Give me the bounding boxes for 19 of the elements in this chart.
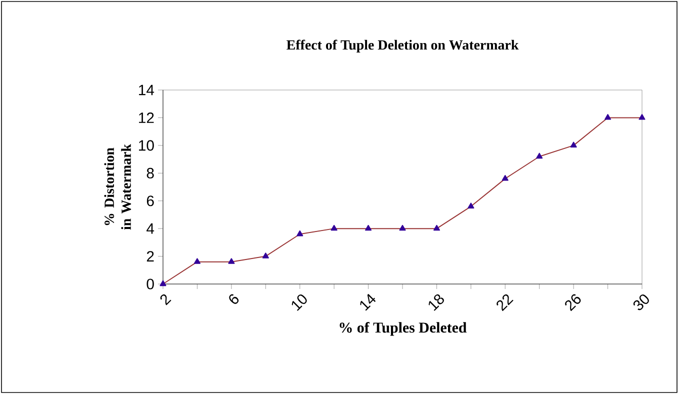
y-tick-label: 0 (146, 278, 154, 290)
y-tick-label: 10 (139, 140, 154, 151)
chart-title: Effect of Tuple Deletion on Watermark (286, 40, 519, 52)
y-tick-label: 4 (146, 223, 154, 234)
y-tick-label: 2 (146, 251, 154, 262)
x-tick-label: 10 (292, 294, 307, 311)
y-tick-label: 12 (139, 112, 154, 123)
y-tick-label: 6 (146, 196, 154, 206)
x-tick-label: 2 (160, 294, 172, 306)
x-tick-label: 14 (360, 294, 376, 311)
x-tick-label: 26 (565, 294, 581, 312)
y-tick-label: 8 (146, 168, 154, 178)
x-axis-title: % of Tuples Deleted (340, 322, 467, 336)
x-tick-label: 22 (496, 294, 514, 312)
x-tick-label: 6 (229, 294, 239, 304)
y-tick-label: 14 (139, 84, 154, 96)
x-tick-label: 18 (428, 294, 444, 311)
y-axis-title: % Distortion in Watermark (104, 144, 132, 230)
x-tick-label: 30 (633, 294, 649, 310)
